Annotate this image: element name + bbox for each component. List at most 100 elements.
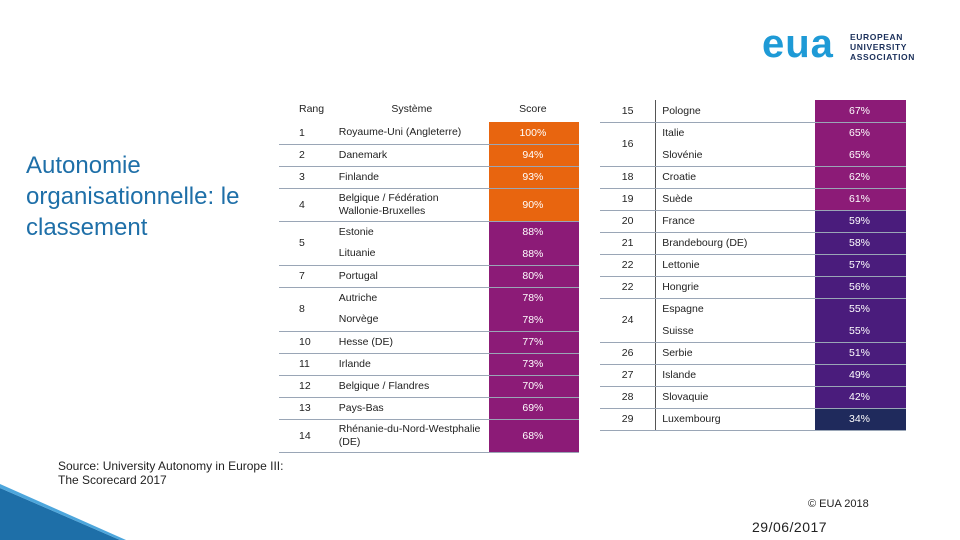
logo-mark: eua [762,22,834,66]
system-cell: Espagne [655,298,815,320]
table-row: 15 Pologne 67% [600,100,906,123]
ranking-table-left: Rang Système Score 1 Royaume-Uni (Anglete… [279,96,579,453]
table-row: 5 Estonie 88% [279,221,579,266]
system-cell: Slovaquie [655,386,815,409]
system-cell: Belgique / Fédération Wallonie-Bruxelles [334,188,489,222]
logo-line-3: ASSOCIATION [850,52,916,62]
rank-cell: 24 [600,298,656,343]
score-cell: 55% [814,320,906,343]
table-row: Norvège 78% [279,309,579,332]
logo-wordmark: EUROPEAN UNIVERSITY ASSOCIATION [850,32,915,62]
table-row: 16 Italie 65% [600,122,906,167]
table-row: 13 Pays-Bas 69% [279,397,579,420]
score-cell: 69% [488,397,579,420]
header-rank: Rang [299,103,325,115]
score-cell: 65% [814,122,906,144]
score-cell: 73% [488,353,579,376]
rank-cell: 1 [279,122,335,145]
system-cell: Hongrie [655,276,815,299]
score-cell: 42% [814,386,906,409]
header-score: Score [519,103,547,115]
score-cell: 88% [488,243,579,266]
score-cell: 67% [814,100,906,123]
system-cell: Rhénanie-du-Nord-Westphalie (DE) [334,419,489,453]
score-cell: 62% [814,166,906,189]
rank-cell: 22 [600,254,656,277]
system-cell: Finlande [334,166,489,189]
score-cell: 65% [814,144,906,167]
score-cell: 94% [488,144,579,167]
score-cell: 59% [814,210,906,233]
table-row: Slovénie 65% [600,144,906,167]
score-cell: 55% [814,298,906,320]
rank-cell: 5 [279,221,335,266]
table-row: Lituanie 88% [279,243,579,266]
system-cell: Royaume-Uni (Angleterre) [334,122,489,145]
slide-date: 29/06/2017 [752,519,828,535]
score-cell: 88% [488,221,579,243]
table-row: 10 Hesse (DE) 77% [279,331,579,354]
system-cell: Suisse [655,320,815,343]
system-cell: Hesse (DE) [334,331,489,354]
system-cell: Lituanie [334,243,489,266]
rank-cell: 11 [279,353,335,376]
corner-decoration [0,484,126,540]
system-cell: Autriche [338,291,378,304]
corner-triangle-light [0,484,126,540]
table-row: 22 Lettonie 57% [600,254,906,277]
system-cell: Italie [655,122,815,144]
rank-cell: 14 [279,419,335,453]
table-row: 19 Suède 61% [600,188,906,211]
table-row: 4 Belgique / Fédération Wallonie-Bruxelle… [279,188,579,222]
system-cell: Pays-Bas [334,397,489,420]
score-cell: 93% [488,166,579,189]
system-cell: Croatie [655,166,815,189]
system-cell: Serbie [655,342,815,365]
rank-cell: 8 [279,287,335,332]
system-cell: Estonie [338,225,374,238]
score-cell: 77% [488,331,579,354]
score-cell: 90% [488,188,579,222]
rank-cell: 10 [279,331,335,354]
table-row: 26 Serbie 51% [600,342,906,365]
table-header-row: Rang Système Score [279,96,579,122]
score-cell: 57% [814,254,906,277]
rank-cell: 19 [600,188,656,211]
rank-cell: 26 [600,342,656,365]
logo-line-1: EUROPEAN [850,32,903,42]
system-cell: France [655,210,815,233]
table-row: 7 Portugal 80% [279,265,579,288]
system-cell: Slovénie [655,144,815,167]
table-row: Suisse 55% [600,320,906,343]
system-cell: Pologne [655,100,815,123]
rank-cell: 13 [279,397,335,420]
rank-cell: 18 [600,166,656,189]
table-row: 8 Autriche 78% [279,287,579,332]
table-row: 21 Brandebourg (DE) 58% [600,232,906,255]
rank-cell: 21 [600,232,656,255]
system-cell: Portugal [334,265,489,288]
system-cell: Irlande [334,353,489,376]
score-cell: 56% [814,276,906,299]
score-cell: 51% [814,342,906,365]
logo-line-2: UNIVERSITY [850,42,908,52]
table-row: 29 Luxembourg 34% [600,408,906,431]
table-row: 3 Finlande 93% [279,166,579,189]
rank-cell: 7 [279,265,335,288]
copyright: © EUA 2018 [808,498,869,510]
table-row: 12 Belgique / Flandres 70% [279,375,579,398]
table-row: 27 Islande 49% [600,364,906,387]
score-cell: 61% [814,188,906,211]
rank-cell: 12 [279,375,335,398]
score-cell: 80% [488,265,579,288]
table-row: 2 Danemark 94% [279,144,579,167]
score-cell: 34% [814,408,906,431]
rank-cell: 16 [600,122,656,167]
table-row: 28 Slovaquie 42% [600,386,906,409]
table-row: 22 Hongrie 56% [600,276,906,299]
score-cell: 78% [488,309,579,332]
table-row: 20 France 59% [600,210,906,233]
system-cell: Luxembourg [655,408,815,431]
table-row: 18 Croatie 62% [600,166,906,189]
system-cell: Lettonie [655,254,815,277]
